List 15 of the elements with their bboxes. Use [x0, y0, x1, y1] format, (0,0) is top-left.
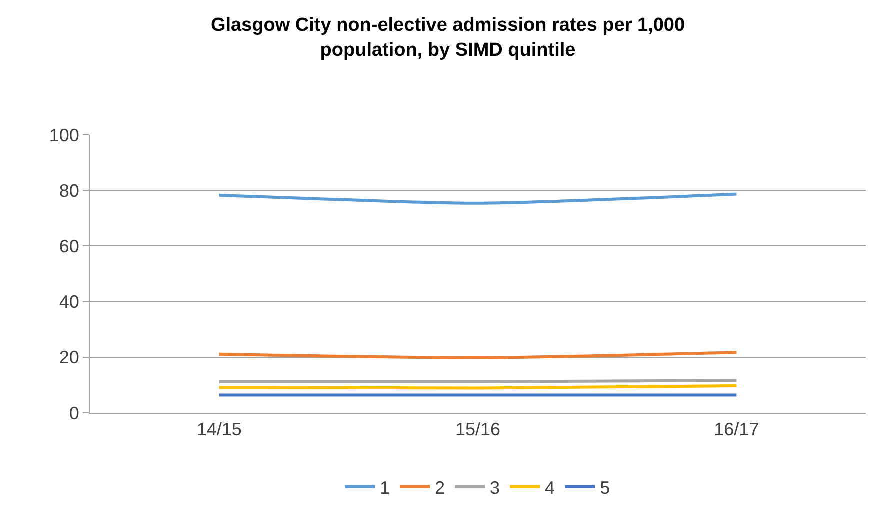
legend-label: 5	[600, 478, 610, 498]
y-tick-label: 80	[59, 180, 80, 201]
chart-title: Glasgow City non-elective admission rates per 1,000 population, by SIMD quintile	[210, 15, 686, 61]
legend-label: 3	[490, 478, 500, 498]
x-tick-label: 16/17	[714, 420, 760, 440]
y-tick-label: 100	[49, 125, 80, 146]
x-tick-label: 14/15	[196, 420, 242, 440]
legend-label: 2	[435, 478, 446, 498]
x-tick-label: 15/16	[455, 420, 501, 440]
y-tick-label: 40	[59, 292, 80, 312]
legend-label: 4	[545, 478, 556, 498]
y-tick-label: 0	[69, 403, 80, 424]
y-tick-label: 20	[59, 348, 80, 368]
y-tick-label: 60	[59, 236, 80, 256]
legend-label: 1	[380, 478, 390, 498]
